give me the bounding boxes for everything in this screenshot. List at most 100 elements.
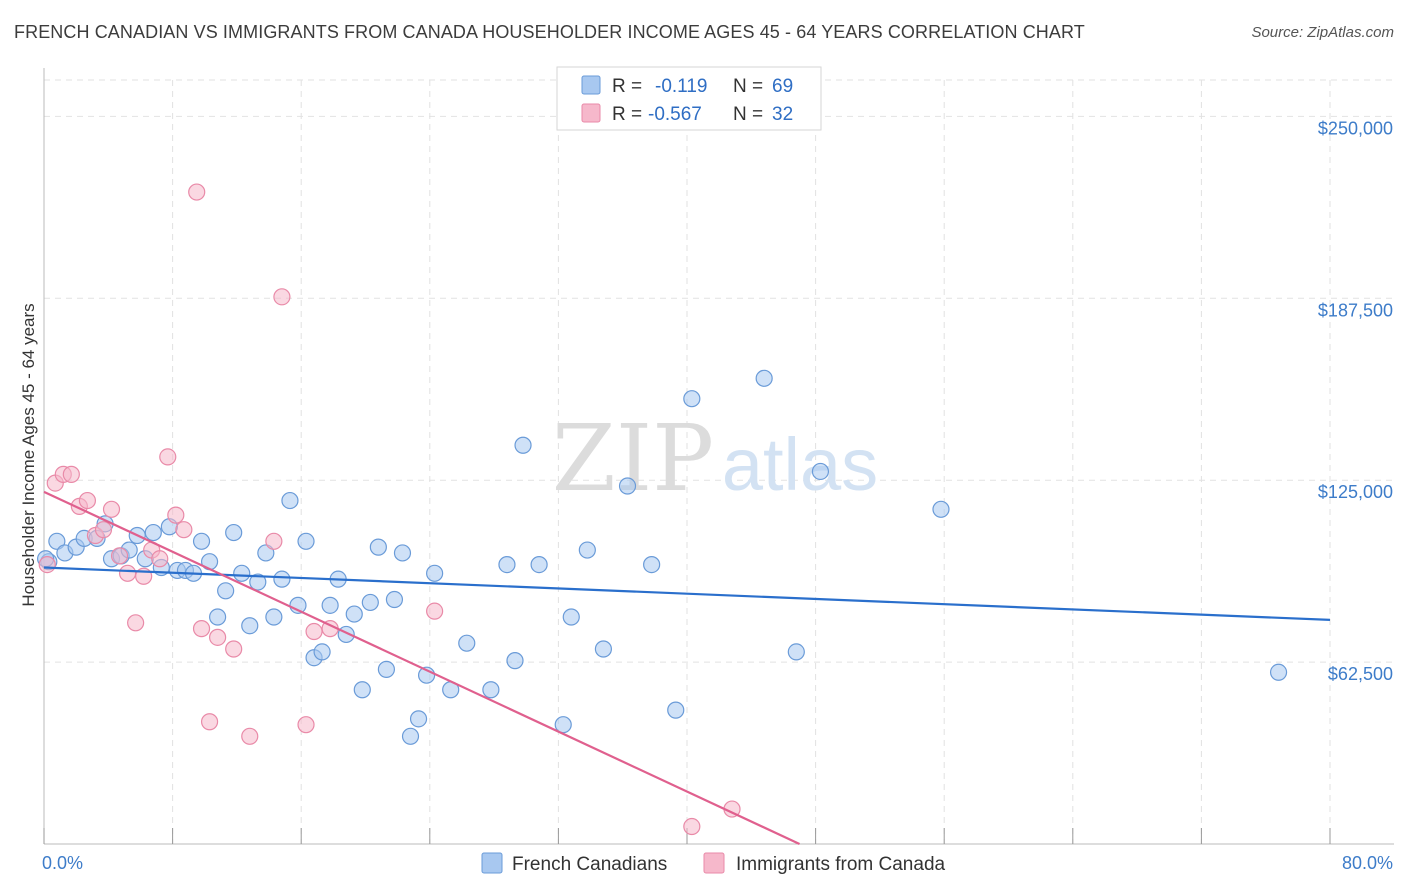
french-canadian-point	[241, 617, 259, 635]
immigrant-point	[241, 727, 259, 745]
series-immigrants-from-canada	[38, 183, 741, 836]
bottom-legend-blue-swatch	[481, 852, 503, 874]
french-canadian-point	[393, 544, 412, 562]
legend-row1-n-label: N =	[733, 76, 763, 97]
french-canadian-point	[273, 570, 291, 588]
bottom-legend-pink-label: Immigrants from Canada	[736, 854, 946, 875]
immigrant-point	[192, 620, 211, 638]
french-canadian-point	[618, 477, 637, 495]
french-canadian-point	[209, 608, 227, 626]
y-tick-label: $125,000	[1318, 482, 1393, 502]
y-axis-label: Householder Income Ages 45 - 64 years	[19, 303, 38, 606]
immigrant-point	[225, 640, 243, 658]
immigrant-point	[118, 564, 137, 582]
immigrant-point	[110, 547, 129, 565]
series-legend: French Canadians Immigrants from Canada	[481, 852, 946, 875]
french-canadian-point	[498, 555, 516, 574]
legend-row2-r-label: R =	[612, 104, 642, 125]
french-canadian-point	[932, 500, 950, 518]
french-canadian-point	[811, 462, 830, 481]
legend-row1-r-value: -0.119	[655, 76, 707, 97]
french-canadian-point	[225, 523, 243, 542]
french-canadian-point	[257, 544, 275, 562]
french-canadian-point	[321, 596, 339, 614]
immigrant-point	[62, 465, 80, 483]
watermark-atlas: atlas	[722, 423, 878, 506]
french-canadian-point	[281, 491, 299, 510]
watermark-zip: ZIP	[552, 405, 714, 512]
immigrant-point	[94, 521, 113, 539]
legend-row1-r-label: R =	[612, 76, 642, 97]
french-canadian-point	[426, 564, 444, 582]
axes	[43, 68, 1394, 845]
french-canadian-point	[313, 643, 331, 661]
french-canadian-point	[361, 593, 379, 612]
french-canadian-point	[514, 436, 532, 454]
french-canadian-point	[594, 640, 613, 658]
immigrant-point	[78, 491, 97, 510]
immigrant-point	[159, 448, 177, 466]
trend-line-immigrants-from-canada	[43, 490, 800, 845]
legend-row1-n-value: 69	[772, 76, 793, 97]
immigrant-point	[305, 622, 323, 641]
french-canadian-point	[787, 643, 805, 661]
french-canadian-point	[578, 541, 596, 559]
legend-pink-swatch	[581, 103, 601, 123]
french-canadian-point	[385, 590, 404, 609]
immigrant-point	[426, 602, 444, 620]
french-canadian-point	[48, 532, 66, 550]
x-tick-labels: 0.0% 80.0%	[42, 853, 1393, 873]
immigrant-point	[265, 532, 283, 550]
french-canadian-point	[1269, 663, 1288, 681]
french-canadian-point	[217, 582, 235, 600]
watermark: ZIP atlas	[552, 405, 878, 512]
trend-line-french-canadians	[43, 566, 1331, 621]
french-canadian-point	[683, 390, 701, 408]
french-canadian-point	[233, 564, 251, 582]
legend-row2-r-value: -0.567	[648, 104, 702, 125]
french-canadian-point	[401, 727, 420, 745]
french-canadian-point	[409, 710, 428, 728]
immigrant-point	[273, 288, 291, 306]
x-tick-label-max: 80.0%	[1342, 853, 1393, 873]
immigrant-point	[151, 550, 169, 568]
immigrant-point	[175, 521, 193, 539]
series-french-canadians	[37, 369, 1288, 745]
bottom-legend-pink-swatch	[703, 852, 725, 874]
french-canadian-point	[458, 634, 476, 652]
legend-box	[556, 66, 822, 131]
french-canadian-point	[345, 605, 363, 623]
legend-row2-n-label: N =	[733, 104, 763, 125]
legend-row2-n-value: 32	[772, 104, 793, 125]
french-canadian-point	[755, 369, 773, 387]
french-canadian-point	[643, 555, 661, 574]
y-tick-labels: $62,500 $125,000 $187,500 $250,000	[1318, 118, 1393, 684]
chart-source: Source: ZipAtlas.com	[1251, 24, 1394, 41]
immigrant-point	[188, 183, 206, 201]
immigrant-point	[127, 614, 145, 632]
chart-title: FRENCH CANADIAN VS IMMIGRANTS FROM CANAD…	[14, 22, 1085, 42]
french-canadian-point	[667, 701, 685, 719]
french-canadian-point	[297, 532, 315, 550]
french-canadian-point	[265, 608, 283, 626]
immigrant-point	[200, 713, 219, 731]
immigrant-point	[209, 628, 227, 646]
french-canadian-point	[377, 660, 395, 678]
trend-lines	[43, 490, 1331, 845]
french-canadian-point	[353, 681, 371, 699]
y-tick-label: $187,500	[1318, 300, 1393, 320]
bottom-legend-blue-label: French Canadians	[512, 854, 667, 875]
x-tick-label-min: 0.0%	[42, 853, 83, 873]
immigrant-point	[683, 817, 701, 836]
french-canadian-point	[506, 652, 524, 670]
french-canadian-point	[482, 681, 500, 699]
french-canadian-point	[369, 538, 387, 556]
french-canadian-point	[144, 523, 162, 542]
french-canadian-point	[530, 555, 548, 574]
immigrant-point	[38, 555, 56, 574]
immigrant-point	[297, 716, 315, 734]
y-tick-label: $62,500	[1328, 664, 1393, 684]
legend-blue-swatch	[581, 75, 601, 95]
correlation-legend: R = -0.119 N = 69 R = -0.567 N = 32	[556, 66, 822, 131]
